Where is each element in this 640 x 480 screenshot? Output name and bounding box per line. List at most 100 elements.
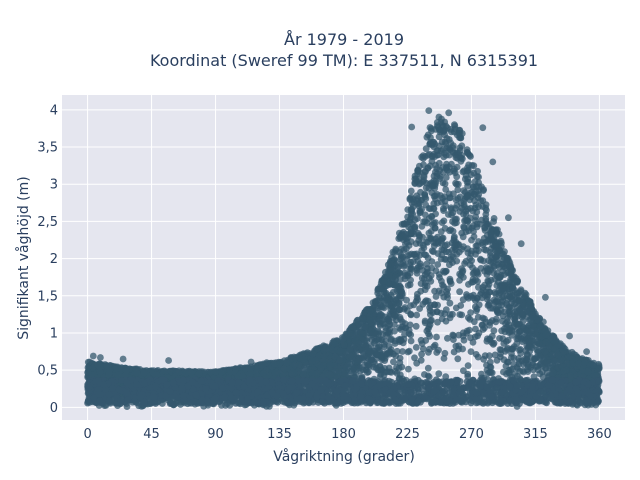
scatter-point	[473, 305, 481, 313]
scatter-point	[452, 304, 460, 312]
scatter-point	[430, 343, 438, 351]
scatter-point	[440, 355, 448, 362]
scatter-point	[444, 334, 451, 342]
scatter-point	[526, 332, 534, 340]
scatter-point	[595, 364, 603, 372]
scatter-point	[356, 364, 363, 372]
scatter-point	[428, 247, 436, 255]
scatter-point	[435, 126, 443, 133]
scatter-point	[390, 358, 397, 366]
scatter-point	[406, 281, 414, 289]
scatter-point	[456, 126, 464, 134]
scatter-point	[451, 243, 458, 251]
scatter-point	[443, 160, 450, 168]
scatter-point	[466, 214, 474, 222]
scatter-point	[423, 219, 431, 227]
scatter-point	[413, 267, 421, 274]
scatter-point	[467, 309, 474, 316]
scatter-point	[471, 191, 478, 199]
scatter-point	[412, 322, 420, 330]
scatter-point	[446, 275, 454, 283]
scatter-point	[492, 253, 499, 260]
scatter-point	[412, 240, 420, 248]
scatter-point	[375, 293, 383, 300]
scatter-point	[359, 356, 366, 363]
scatter-point	[411, 354, 418, 362]
scatter-point	[534, 349, 542, 356]
scatter-point	[548, 351, 556, 358]
scatter-point	[483, 361, 490, 369]
scatter-point	[387, 336, 395, 344]
scatter-point	[494, 226, 501, 234]
scatter-point	[395, 286, 403, 294]
scatter-point	[434, 261, 442, 268]
scatter-point	[449, 218, 456, 225]
scatter-point	[392, 352, 400, 360]
scatter-point	[440, 207, 447, 215]
scatter-point	[363, 369, 371, 376]
scatter-point	[442, 174, 450, 181]
scatter-point	[491, 298, 499, 306]
scatter-point	[421, 211, 429, 219]
scatter-point	[479, 314, 487, 322]
scatter-point	[484, 302, 492, 309]
scatter-point	[421, 193, 429, 201]
scatter-point	[479, 326, 487, 333]
scatter-point	[529, 359, 537, 367]
scatter-point	[371, 301, 379, 309]
scatter-point	[568, 348, 576, 356]
scatter-point	[439, 281, 446, 289]
scatter-point	[404, 348, 412, 356]
scatter-point	[488, 317, 496, 324]
scatter-point	[412, 197, 420, 204]
scatter-point	[466, 326, 473, 334]
scatter-point	[426, 304, 433, 311]
scatter-point	[446, 194, 454, 202]
scatter-point	[424, 254, 432, 262]
scatter-point	[489, 241, 497, 249]
scatter-point	[452, 179, 459, 187]
scatter-point	[413, 311, 421, 319]
scatter-point	[441, 225, 449, 232]
scatter-point	[477, 256, 485, 264]
scatter-point	[472, 296, 479, 304]
scatter-point	[454, 186, 462, 194]
scatter-point	[474, 353, 482, 361]
scatter-point	[464, 249, 472, 257]
scatter-point	[381, 357, 389, 364]
scatter-point	[386, 348, 394, 356]
scatter-point	[489, 259, 497, 266]
scatter-point	[464, 362, 472, 369]
scatter-point	[405, 330, 413, 337]
scatter-point	[489, 341, 497, 348]
scatter-point	[370, 358, 378, 366]
scatter-point	[418, 247, 426, 254]
scatter-point	[442, 151, 450, 159]
scatter-point	[406, 321, 414, 329]
scatter-point	[495, 291, 503, 299]
scatter-point	[448, 160, 455, 168]
scatter-point	[493, 282, 501, 289]
scatter-point	[433, 308, 441, 316]
scatter-point	[314, 345, 321, 353]
scatter-point	[508, 345, 515, 353]
scatter-point	[498, 260, 506, 268]
scatter-point	[397, 260, 405, 268]
scatter-point	[458, 142, 466, 150]
scatter-point	[438, 235, 446, 242]
data-points	[84, 107, 603, 410]
scatter-point	[393, 369, 401, 377]
scatter-point	[452, 196, 460, 204]
scatter-point	[398, 363, 406, 371]
scatter-point	[440, 267, 447, 275]
scatter-point	[409, 210, 417, 218]
scatter-point	[463, 293, 471, 301]
scatter-point	[472, 325, 479, 333]
scatter-point	[505, 321, 513, 329]
scatter-point	[414, 296, 421, 304]
scatter-point	[393, 364, 400, 371]
scatter-point	[479, 197, 487, 205]
scatter-point	[377, 370, 385, 378]
scatter-point	[414, 257, 422, 265]
